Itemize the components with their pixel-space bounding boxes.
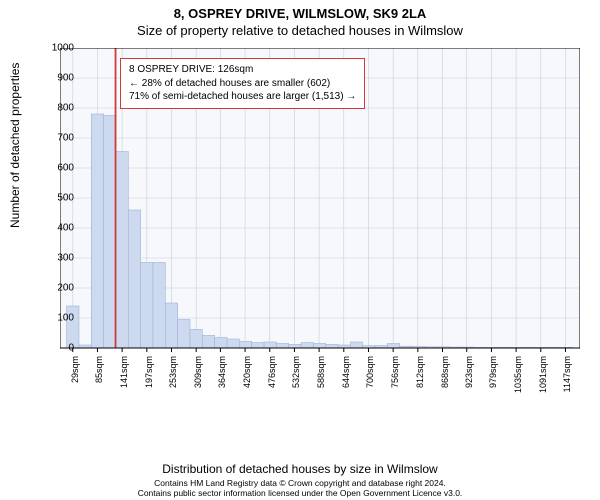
x-tick-label: 197sqm [144,356,154,388]
x-tick-label: 700sqm [365,356,375,388]
x-tick-label: 644sqm [341,356,351,388]
x-axis-label: Distribution of detached houses by size … [0,462,600,476]
y-tick-label: 800 [34,103,74,114]
x-tick-label: 812sqm [415,356,425,388]
x-tick-label: 756sqm [390,356,400,388]
y-tick-label: 100 [34,313,74,324]
y-axis-label: Number of detached properties [8,63,22,228]
x-tick-label: 253sqm [168,356,178,388]
y-tick-label: 600 [34,163,74,174]
x-tick-label: 364sqm [217,356,227,388]
page-subtitle: Size of property relative to detached ho… [0,21,600,38]
x-tick-label: 85sqm [94,356,104,383]
page-title: 8, OSPREY DRIVE, WILMSLOW, SK9 2LA [0,0,600,21]
y-tick-label: 900 [34,73,74,84]
y-tick-label: 400 [34,223,74,234]
x-tick-label: 141sqm [119,356,129,388]
y-tick-label: 200 [34,283,74,294]
footer: Contains HM Land Registry data © Crown c… [0,478,600,498]
y-tick-label: 700 [34,133,74,144]
x-tick-label: 1035sqm [513,356,523,393]
chart-area: 8 OSPREY DRIVE: 126sqm ← 28% of detached… [60,48,580,408]
annotation-line-2: ← 28% of detached houses are smaller (60… [129,77,356,91]
x-tick-label: 29sqm [70,356,80,383]
x-tick-label: 532sqm [291,356,301,388]
y-tick-label: 500 [34,193,74,204]
footer-line-1: Contains HM Land Registry data © Crown c… [0,478,600,488]
y-tick-label: 1000 [34,43,74,54]
y-tick-label: 0 [34,343,74,354]
x-tick-label: 868sqm [440,356,450,388]
annotation-line-3: 71% of semi-detached houses are larger (… [129,90,356,104]
marker-annotation: 8 OSPREY DRIVE: 126sqm ← 28% of detached… [120,58,365,109]
x-tick-label: 309sqm [193,356,203,388]
y-tick-label: 300 [34,253,74,264]
x-tick-label: 979sqm [488,356,498,388]
x-tick-label: 1091sqm [538,356,548,393]
x-tick-label: 1147sqm [562,356,572,392]
x-tick-label: 420sqm [242,356,252,388]
footer-line-2: Contains public sector information licen… [0,488,600,498]
x-tick-label: 923sqm [464,356,474,388]
x-tick-label: 476sqm [267,356,277,388]
x-tick-label: 588sqm [316,356,326,388]
annotation-line-1: 8 OSPREY DRIVE: 126sqm [129,63,356,77]
